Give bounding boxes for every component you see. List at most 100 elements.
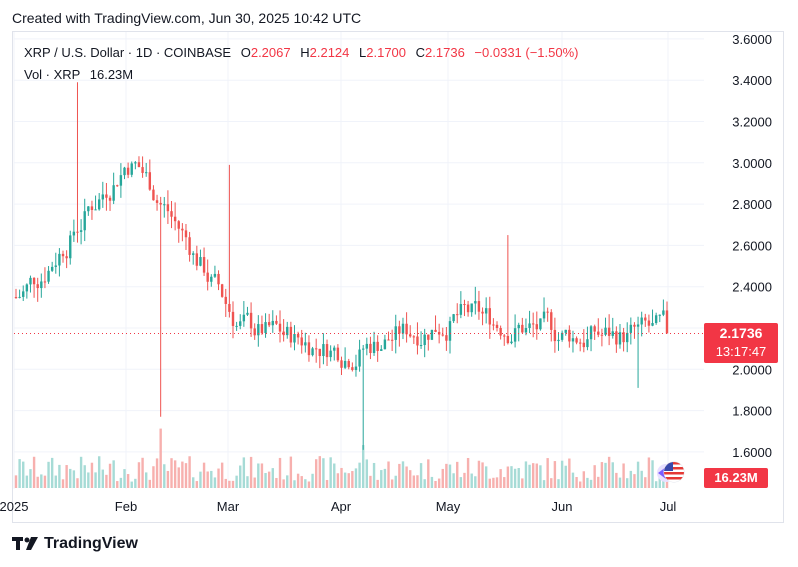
candle-body: [307, 342, 311, 356]
candle-body: [557, 339, 560, 342]
candle-body: [542, 311, 546, 319]
candle-body: [163, 204, 166, 206]
candle-body: [618, 332, 622, 345]
volume-bar: [217, 468, 220, 488]
candle-body: [293, 333, 296, 343]
candle-body: [72, 231, 76, 236]
volume-bar: [347, 473, 350, 488]
candle-body: [380, 349, 383, 351]
volume-bar: [108, 463, 112, 488]
volume-bar: [101, 469, 104, 488]
candle-body: [43, 281, 47, 283]
volume-bar: [481, 462, 484, 488]
candle-body: [390, 339, 394, 341]
candle-body: [376, 341, 379, 351]
candle-body: [564, 329, 567, 333]
candle-body: [463, 304, 466, 306]
candle-body: [600, 334, 604, 336]
volume-bar: [293, 480, 296, 488]
y-tick-label: 3.2000: [732, 115, 772, 130]
candle-body: [325, 344, 329, 358]
volume-bar: [202, 462, 206, 488]
volume-bar: [390, 479, 394, 488]
volume-bar: [398, 463, 401, 488]
last-volume-tag: 16.23M: [704, 468, 768, 488]
volume-bar: [636, 461, 640, 488]
candle-body: [296, 333, 300, 338]
x-tick-label: Jul: [660, 499, 677, 514]
candle-body: [249, 312, 253, 329]
us-flag-icon[interactable]: [656, 459, 690, 487]
volume-bar: [311, 473, 314, 488]
volume-bar: [116, 481, 119, 488]
volume-bar: [264, 473, 267, 488]
volume-bar: [651, 460, 654, 488]
volume-bar: [14, 475, 18, 488]
bar-countdown: 13:17:47: [715, 344, 767, 359]
candle-body: [477, 301, 481, 312]
y-tick-label: 2.4000: [732, 280, 772, 295]
candle-body: [644, 317, 647, 321]
candle-body: [210, 276, 213, 282]
volume-bar: [571, 472, 575, 488]
candle-body: [550, 312, 553, 330]
volume-bar: [539, 465, 542, 488]
volume-bar: [307, 481, 311, 488]
candle-body: [419, 345, 423, 347]
tradingview-logo-text: TradingView: [44, 535, 138, 552]
tradingview-logo[interactable]: TradingView: [12, 535, 138, 553]
candle-body: [260, 324, 264, 333]
candle-body: [640, 317, 643, 325]
candle-body: [36, 284, 39, 289]
candle-body: [528, 323, 531, 329]
volume-bar: [618, 477, 622, 488]
volume-bar: [622, 463, 625, 488]
candle-body: [58, 253, 61, 266]
candle-body: [97, 199, 101, 210]
volume-bar: [130, 481, 133, 488]
candle-body: [539, 318, 542, 330]
volume-bar: [148, 479, 152, 488]
volume-bar: [188, 456, 191, 488]
candle-body: [474, 301, 477, 304]
candle-body: [430, 329, 434, 340]
candle-body: [665, 310, 669, 334]
volume-bar: [513, 468, 517, 488]
volume-bar: [582, 471, 586, 488]
open-label: O: [240, 45, 251, 60]
volume-bar: [155, 458, 159, 488]
volume-bar: [459, 477, 463, 488]
volume-bar: [210, 470, 213, 488]
volume-bar: [145, 472, 148, 488]
low-label: L: [359, 45, 367, 60]
volume-bar: [112, 460, 115, 488]
volume-bar: [76, 478, 79, 488]
candle-body: [343, 360, 347, 368]
volume-bar: [401, 461, 405, 488]
candle-body: [423, 334, 426, 346]
candle-body: [275, 320, 278, 324]
candle-body: [383, 339, 387, 350]
volume-bar: [257, 463, 260, 488]
candle-body: [304, 342, 307, 346]
volume-bar: [629, 470, 633, 488]
candle-body: [300, 337, 303, 346]
candle-body: [282, 331, 285, 336]
candle-body: [47, 270, 50, 282]
candle-body: [434, 329, 437, 332]
candle-body: [654, 315, 658, 324]
created-with-text: Created with TradingView.com, Jun 30, 20…: [12, 10, 362, 26]
volume-bar: [318, 456, 321, 488]
candle-body: [228, 303, 231, 312]
candle-body: [213, 273, 217, 277]
candle-body: [224, 296, 227, 304]
candle-body: [401, 323, 405, 334]
volume-bar: [560, 460, 564, 488]
volume-bar: [141, 457, 144, 488]
candle-body: [636, 324, 640, 327]
candle-body: [466, 304, 470, 313]
volume-bar: [18, 459, 21, 488]
y-tick-label: 1.6000: [732, 445, 772, 460]
candle-body: [362, 348, 365, 350]
